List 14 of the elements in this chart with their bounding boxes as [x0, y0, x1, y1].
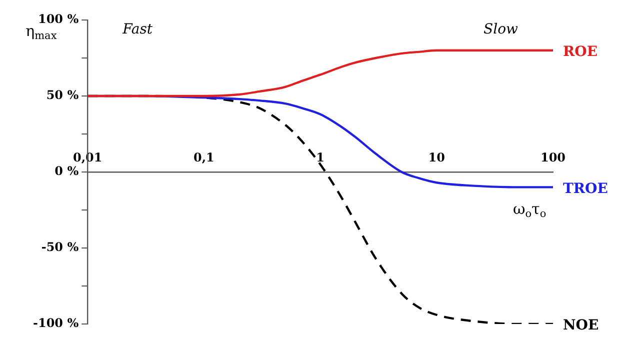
y-tick-label: 0 %	[54, 164, 80, 178]
series-label: ROE	[563, 44, 598, 60]
y-tick-label: -50 %	[41, 240, 80, 254]
series-label: NOE	[563, 318, 599, 334]
annotation: Slow	[484, 22, 518, 38]
series-label: TROE	[563, 180, 608, 197]
x-tick-label: 1	[316, 150, 324, 164]
y-tick-label: 100 %	[38, 12, 80, 26]
y-tick-label: 50 %	[46, 88, 80, 102]
x-tick-label: 0,1	[194, 150, 214, 164]
x-tick-label: 10	[428, 150, 446, 164]
x-tick-label: 100	[540, 150, 566, 164]
annotation: Fast	[122, 22, 153, 38]
y-tick-label: -100 %	[33, 316, 80, 330]
